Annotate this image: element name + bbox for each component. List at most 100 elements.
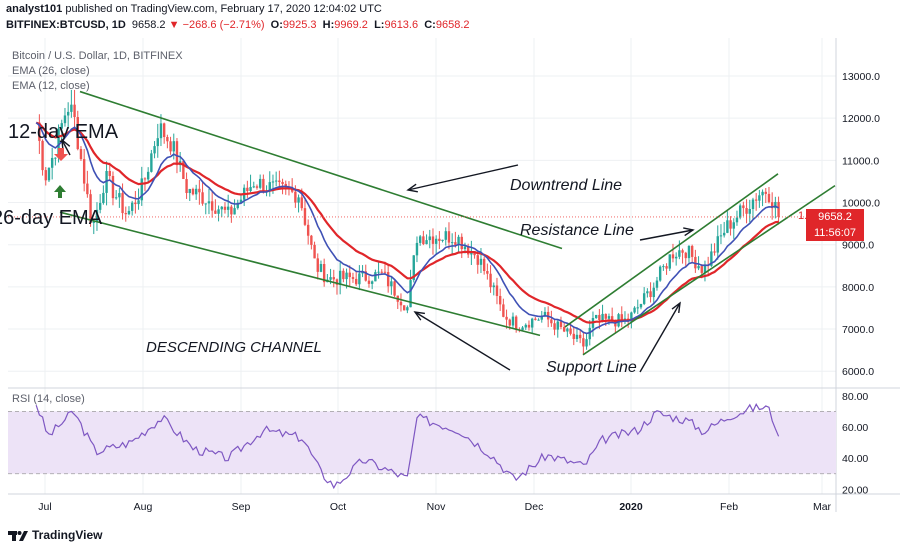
candle-body	[633, 307, 636, 313]
candle	[767, 186, 771, 204]
candle-body	[582, 338, 585, 347]
candle	[95, 202, 99, 231]
candle	[537, 318, 540, 321]
arrow-head	[671, 301, 681, 314]
candle	[498, 288, 502, 311]
candle-body	[38, 122, 41, 141]
candle	[338, 262, 342, 295]
candle	[191, 187, 195, 196]
candle-body	[463, 246, 467, 250]
candle	[559, 316, 563, 330]
candle	[118, 188, 121, 208]
candle	[425, 234, 428, 245]
candle	[150, 149, 153, 173]
candle	[239, 195, 243, 204]
price-tick-label: 13000.0	[842, 71, 880, 83]
tradingview-brand[interactable]: TradingView	[32, 528, 103, 542]
candle	[591, 311, 595, 337]
candle	[66, 102, 70, 130]
candle	[166, 134, 169, 149]
candle	[450, 233, 454, 254]
candle	[313, 241, 316, 259]
price-tick-label: 11000.0	[842, 155, 879, 167]
candle-body	[249, 187, 252, 192]
time-tick-label: Sep	[232, 501, 251, 513]
candle	[223, 202, 227, 214]
annotation-12-day-ema: 12-day EMA	[8, 121, 119, 143]
support-trendline	[582, 184, 836, 356]
candle	[777, 196, 780, 225]
rsi-band	[8, 411, 836, 474]
legend-ema26[interactable]: EMA (26, close)	[12, 65, 90, 77]
candle	[252, 181, 255, 189]
candle	[169, 136, 172, 155]
candle	[201, 180, 204, 206]
time-axis: Jul Aug Sep Oct Nov Dec 2020 Feb Mar	[38, 501, 831, 513]
candle-body	[505, 316, 508, 320]
candle-body	[540, 316, 543, 320]
candle-body	[188, 188, 191, 194]
candle-body	[457, 236, 460, 245]
candle-body	[57, 128, 60, 158]
legend-ema12[interactable]: EMA (12, close)	[12, 80, 90, 92]
candle-body	[143, 178, 147, 180]
candle-body	[534, 318, 537, 320]
candle-body	[428, 236, 431, 241]
series-title: Bitcoin / U.S. Dollar, 1D, BITFINEX	[12, 50, 183, 62]
candle-body	[217, 209, 220, 214]
last-price-tag: 9658.2	[806, 209, 864, 225]
candle-body	[610, 316, 614, 322]
candle-body	[354, 278, 358, 285]
candle-body	[383, 271, 387, 273]
candle-body	[60, 123, 63, 129]
candle	[134, 190, 137, 214]
candle-body	[527, 324, 531, 328]
price-tick-label: 6000.0	[842, 366, 874, 378]
candle	[230, 204, 233, 223]
candle	[770, 192, 774, 220]
candle-body	[543, 311, 547, 317]
candle	[652, 282, 655, 305]
candle-body	[703, 265, 707, 273]
candle-body	[335, 279, 339, 285]
candle-body	[233, 208, 236, 215]
candle	[524, 323, 527, 330]
candle	[694, 249, 697, 273]
candle	[153, 141, 156, 159]
legend-rsi[interactable]: RSI (14, close)	[12, 393, 85, 405]
candle-body	[146, 171, 150, 180]
candle	[742, 201, 745, 217]
time-tick-label: Mar	[813, 501, 832, 513]
candle	[594, 314, 598, 319]
candle	[358, 265, 361, 291]
candle	[534, 317, 537, 321]
candle-body	[476, 255, 479, 265]
candle	[620, 306, 623, 328]
candle-body	[681, 250, 684, 253]
candle	[63, 107, 67, 127]
rsi-tick-label: 20.00	[842, 484, 868, 496]
time-tick-label: Feb	[720, 501, 738, 513]
candle-body	[687, 245, 691, 259]
candle-body	[415, 242, 419, 256]
candle-body	[758, 195, 761, 201]
candle-body	[162, 123, 166, 138]
candle-body	[255, 186, 259, 188]
down-arrow-icon: ▼	[168, 19, 180, 31]
candle-body	[486, 271, 489, 274]
candle	[562, 322, 566, 333]
candle-body	[390, 281, 393, 287]
annotation-support-line: Support Line	[546, 359, 637, 376]
candle-body	[374, 272, 377, 282]
candle-body	[303, 208, 307, 225]
candle-body	[105, 170, 108, 193]
candle-body	[137, 200, 140, 205]
candle-body	[524, 324, 527, 328]
tradingview-logo-icon[interactable]	[8, 527, 28, 543]
annotation-resistance-line: Resistance Line	[520, 222, 634, 239]
candle-body	[630, 312, 633, 322]
author-name[interactable]: analyst101	[6, 3, 63, 15]
candle-body	[246, 187, 249, 192]
candle-body	[300, 197, 303, 209]
candle-body	[556, 321, 559, 330]
